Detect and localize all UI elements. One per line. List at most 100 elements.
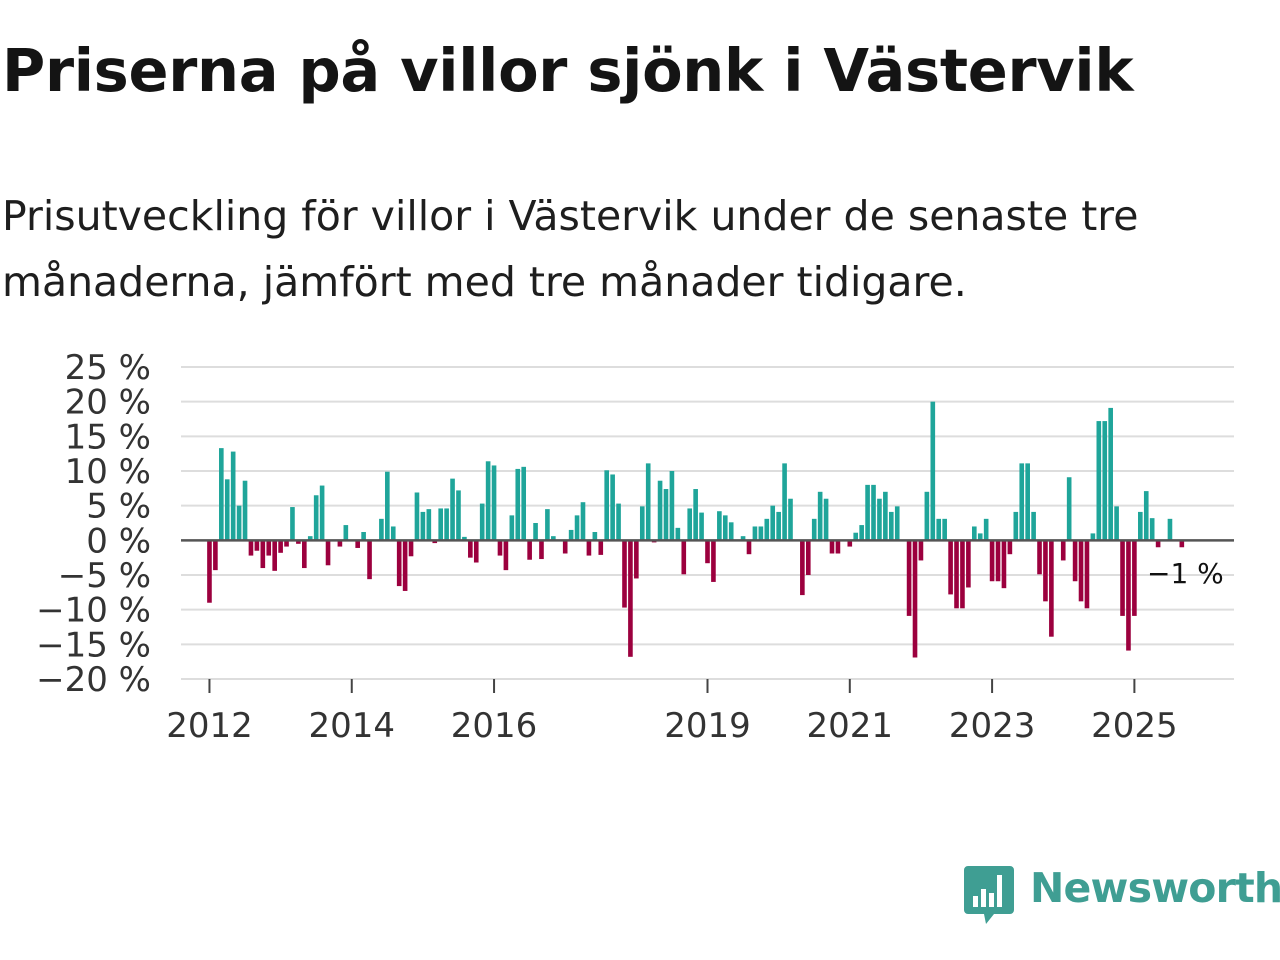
bar: [835, 540, 841, 554]
bar: [503, 540, 509, 571]
x-tick-label: 2019: [664, 706, 751, 746]
bar: [1049, 540, 1054, 637]
bar: [367, 540, 372, 580]
bar: [681, 540, 687, 575]
bars: [207, 401, 1185, 658]
bar: [551, 536, 556, 541]
bar: [1066, 477, 1072, 541]
bar: [746, 540, 752, 555]
bar: [272, 540, 277, 571]
bar: [450, 478, 455, 541]
annotations: −1 %: [1147, 557, 1224, 590]
bar: [254, 540, 260, 551]
bar: [408, 540, 414, 557]
bar: [859, 525, 864, 541]
bar: [574, 515, 580, 541]
bar: [639, 506, 645, 541]
bar: [675, 527, 681, 541]
bar: [562, 540, 568, 554]
bar: [1108, 407, 1113, 541]
bar: [1096, 421, 1102, 541]
bar: [800, 540, 805, 596]
bar: [1167, 518, 1173, 541]
bar: [207, 540, 212, 603]
y-tick-label: 20 %: [65, 383, 151, 423]
bar: [242, 480, 248, 541]
bar-chart: 25 %20 %15 %10 %5 %0 %−5 %−10 %−15 %−20 …: [36, 348, 1234, 746]
bar: [942, 518, 947, 541]
bar: [829, 540, 835, 554]
bar: [912, 540, 918, 658]
x-tick-label: 2021: [807, 706, 894, 746]
bar: [604, 470, 610, 541]
bar: [616, 503, 621, 541]
bar: [936, 518, 942, 541]
bar: [224, 479, 230, 541]
bar: [444, 508, 449, 541]
bar: [776, 511, 781, 541]
bar: [491, 465, 497, 541]
bar: [219, 448, 224, 541]
bar: [586, 540, 592, 556]
y-tick-label: −5 %: [58, 556, 151, 596]
y-tick-label: 0 %: [86, 521, 151, 561]
bar: [966, 540, 971, 588]
bar: [302, 540, 307, 569]
bar: [758, 526, 764, 541]
bar: [1132, 540, 1137, 616]
bar: [296, 540, 301, 544]
bar: [1037, 540, 1042, 575]
bar: [722, 515, 728, 541]
bar: [497, 540, 503, 556]
bar: [485, 461, 491, 541]
bar: [1019, 463, 1025, 541]
bar: [1120, 540, 1125, 616]
bar: [1001, 540, 1007, 589]
logo-text: Newsworthy: [1030, 864, 1280, 912]
x-tick-label: 2025: [1091, 706, 1178, 746]
bar: [468, 540, 473, 558]
bar: [888, 511, 894, 541]
bar: [438, 508, 443, 541]
bar: [568, 529, 574, 541]
bar: [960, 540, 965, 609]
y-tick-label: −10 %: [36, 591, 151, 631]
bar: [1102, 421, 1108, 541]
bar: [782, 463, 787, 541]
bar: [1007, 540, 1013, 555]
bar: [817, 491, 823, 541]
chart-subtitle: Prisutveckling för villor i Västervik un…: [2, 192, 1139, 306]
bar: [230, 451, 236, 541]
bar: [592, 532, 598, 541]
y-tick-label: −20 %: [36, 660, 151, 700]
bar: [598, 540, 604, 555]
bar: [432, 540, 438, 544]
bar: [1084, 540, 1090, 609]
bar: [462, 536, 467, 541]
bar: [805, 540, 811, 575]
bar: [1043, 540, 1048, 602]
x-tick-label: 2016: [451, 706, 538, 746]
bar: [918, 540, 924, 561]
bar: [871, 484, 876, 541]
newsworthy-chart-bubble-icon: [964, 866, 1014, 924]
bar: [343, 525, 349, 541]
chart-title: Priserna på villor sjönk i Västervik: [2, 36, 1134, 105]
bar: [420, 511, 426, 541]
bar: [1090, 533, 1096, 541]
bar: [811, 518, 817, 541]
last-value-annotation: −1 %: [1147, 557, 1224, 590]
bar: [622, 540, 627, 608]
bar: [1149, 518, 1155, 541]
bar: [883, 491, 888, 541]
y-tick-label: −15 %: [36, 625, 151, 665]
bar: [728, 522, 734, 541]
bar: [687, 508, 693, 541]
bar: [361, 532, 366, 541]
bar: [663, 489, 669, 541]
bar: [657, 480, 663, 541]
bar: [693, 489, 698, 541]
bar: [610, 474, 615, 541]
bar: [752, 526, 758, 541]
bar: [325, 540, 331, 566]
